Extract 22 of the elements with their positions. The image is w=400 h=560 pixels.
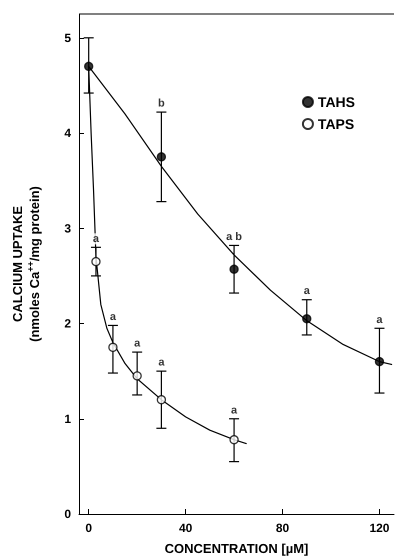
annotation: a b <box>226 230 242 243</box>
y-tick-label: 1 <box>64 412 72 426</box>
y-tick-label: 5 <box>64 30 72 45</box>
x-tick-label: 40 <box>178 521 193 535</box>
x-axis-title: CONCENTRATION [µM] <box>164 541 308 556</box>
annotation: a <box>110 310 117 323</box>
annotation: a <box>231 404 238 416</box>
annotation: a <box>304 285 311 298</box>
y-tick-label: 4 <box>64 126 72 140</box>
annotation: a <box>92 232 100 245</box>
y-tick-label: 0 <box>64 507 72 521</box>
annotation: a <box>134 338 142 350</box>
legend-label: TAPS <box>318 116 354 132</box>
x-tick-label: 0 <box>85 521 92 535</box>
x-tick-label: 80 <box>276 521 290 535</box>
annotation: b <box>158 98 166 110</box>
annotation: a <box>158 356 166 369</box>
annotation: a <box>376 314 384 326</box>
x-tick-label: 120 <box>369 521 390 535</box>
y-tick-label: 3 <box>64 221 72 236</box>
legend-label: TAHS <box>318 94 356 110</box>
y-tick-label: 2 <box>64 316 72 331</box>
